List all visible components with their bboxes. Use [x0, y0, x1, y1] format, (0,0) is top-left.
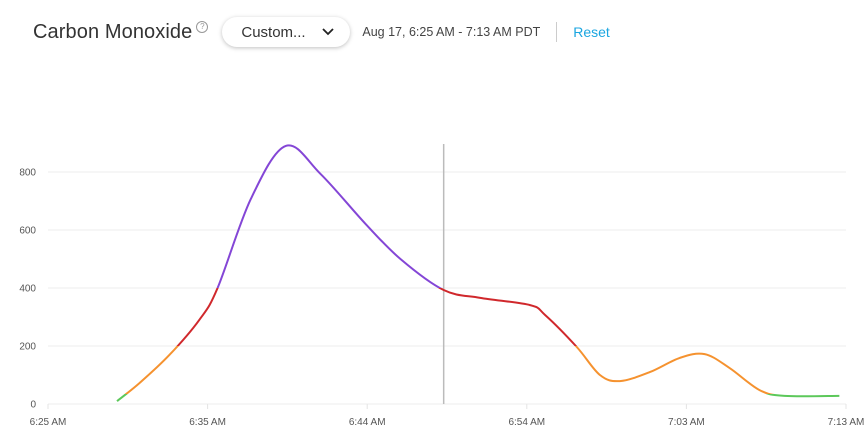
- dropdown-value: Custom...: [241, 23, 306, 41]
- chevron-down-icon: [322, 28, 335, 36]
- x-tick-label: 6:54 AM: [508, 417, 545, 428]
- x-tick-label: 7:13 AM: [828, 417, 865, 428]
- y-tick-label: 800: [19, 168, 36, 179]
- x-tick-label: 6:44 AM: [349, 417, 386, 428]
- y-tick-label: 0: [30, 400, 36, 411]
- series-line: [116, 144, 840, 402]
- question-circle-icon[interactable]: ?: [196, 21, 209, 33]
- date-range-label: Aug 17, 6:25 AM - 7:13 AM PDT: [362, 25, 541, 39]
- divider: [556, 22, 558, 42]
- x-tick-label: 6:35 AM: [189, 417, 226, 428]
- y-tick-label: 200: [19, 342, 36, 353]
- reset-button[interactable]: Reset: [573, 24, 610, 40]
- x-tick-label: 6:25 AM: [30, 417, 67, 428]
- page-title: Carbon Monoxide: [33, 20, 193, 43]
- y-tick-label: 600: [19, 226, 36, 237]
- y-tick-label: 400: [19, 284, 36, 295]
- chart-header: Carbon Monoxide ? Custom... Aug 17, 6:25…: [33, 16, 610, 48]
- time-range-dropdown[interactable]: Custom...: [222, 17, 350, 47]
- x-tick-label: 7:03 AM: [668, 417, 705, 428]
